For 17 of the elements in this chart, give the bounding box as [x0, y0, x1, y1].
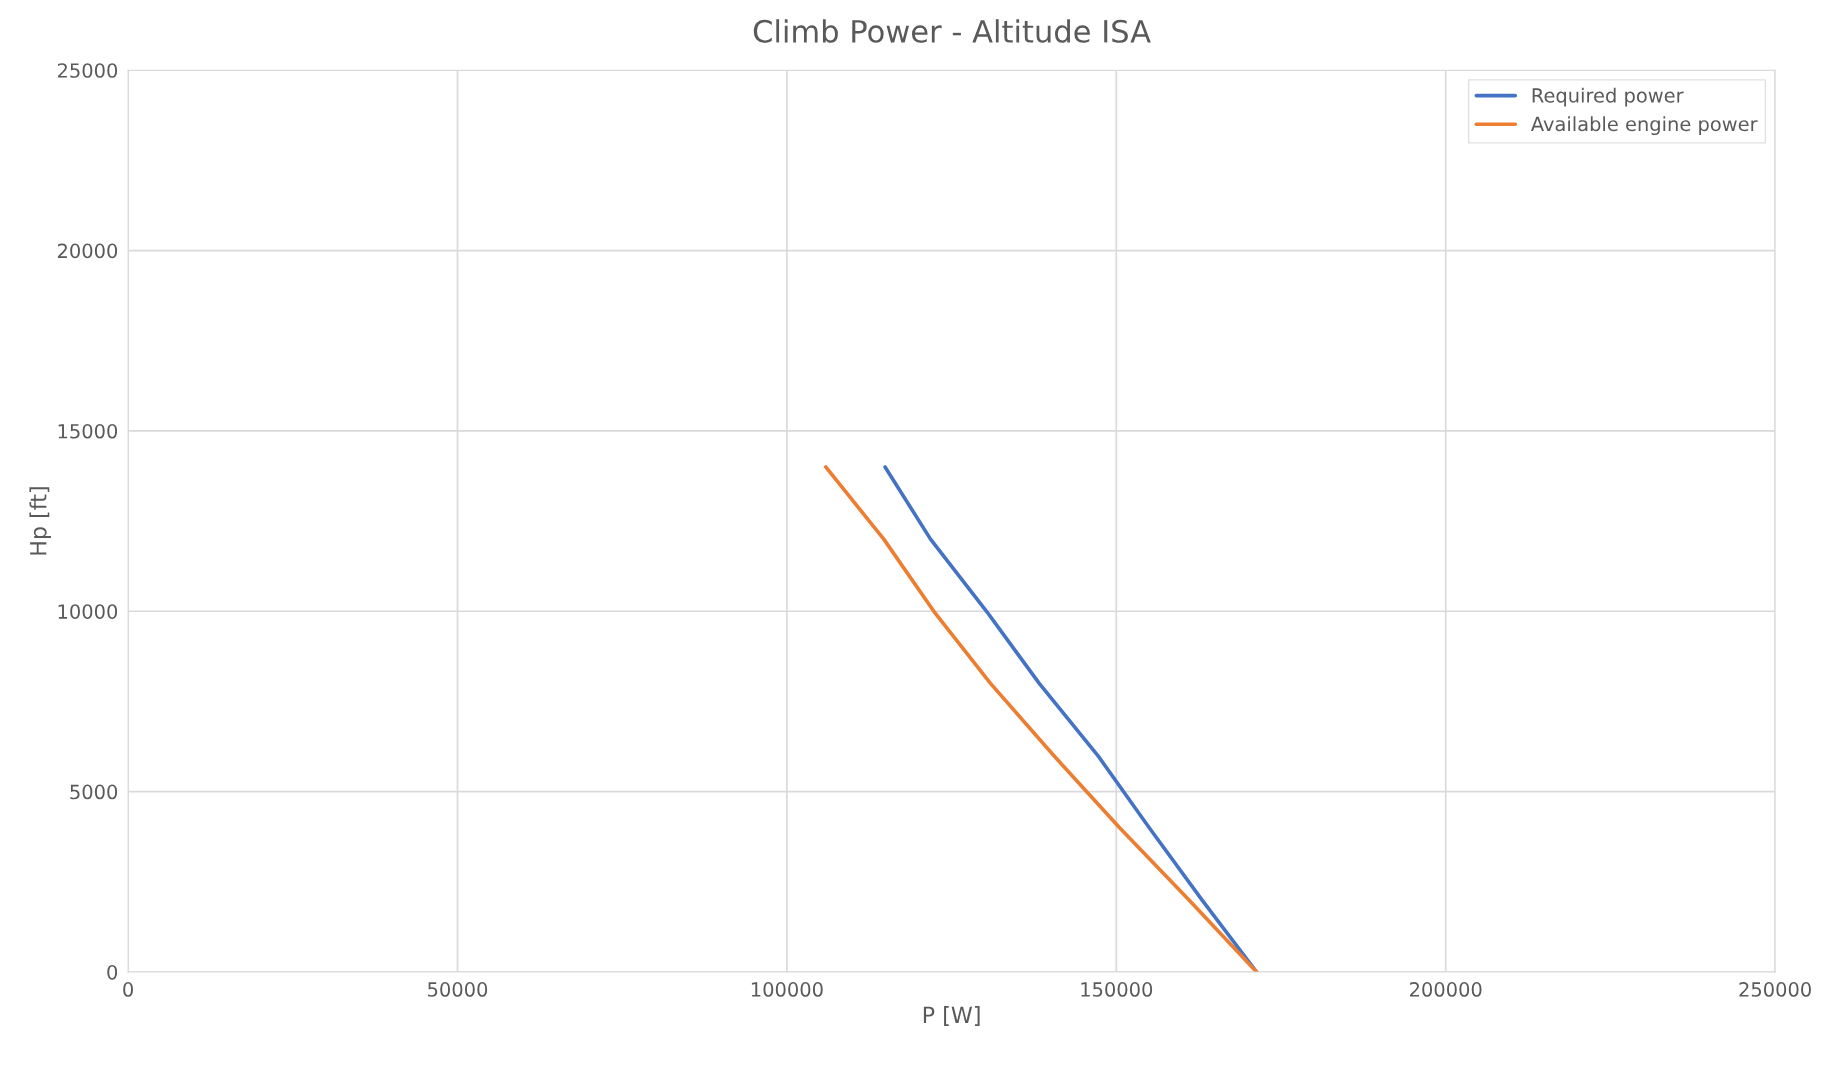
x-tick-label: 200000: [1410, 982, 1482, 997]
x-tick-label: 50000: [428, 982, 488, 997]
x-tick-label: 250000: [1739, 982, 1811, 997]
x-tick-label: 100000: [751, 982, 823, 997]
x-axis-title: P [W]: [923, 1006, 980, 1026]
y-tick-label: 25000: [57, 63, 118, 78]
legend-label: Required power: [1532, 87, 1684, 107]
y-tick-label: 0: [107, 964, 118, 980]
y-tick-label: 20000: [57, 243, 118, 259]
chart-title: Climb Power - Altitude ISA: [753, 19, 1151, 43]
y-tick-label: 5000: [70, 784, 118, 800]
x-tick-label: 0: [123, 982, 133, 997]
y-tick-label: 15000: [58, 423, 118, 439]
legend-label: Available engine power: [1530, 116, 1758, 136]
y-axis-title: Hp [ft]: [29, 487, 51, 555]
y-tick-label: 10000: [58, 604, 118, 619]
x-tick-label: 150000: [1081, 982, 1153, 997]
